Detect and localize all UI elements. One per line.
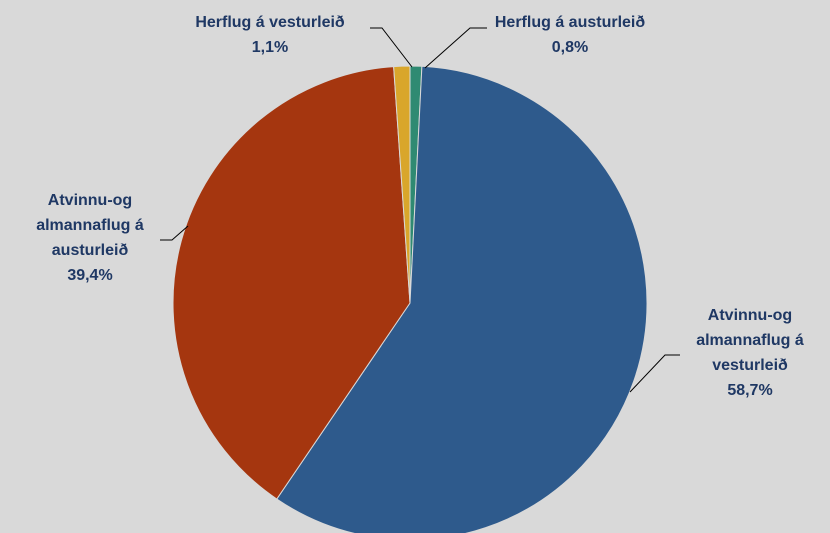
slice-name: Atvinnu-og almannaflug á austurleið [36, 192, 144, 259]
pie-slice [276, 65, 648, 533]
slice-label: Atvinnu-og almannaflug á austurleið 39,4% [5, 188, 175, 288]
slice-value: 0,8% [551, 39, 589, 56]
leader-line [370, 27, 413, 68]
slice-name: Atvinnu-og almannaflug á vesturleið [696, 307, 804, 374]
slice-label: Atvinnu-og almannaflug á vesturleið 58,7% [665, 303, 830, 403]
leader-line [629, 354, 680, 393]
slice-label: Herflug á vesturleið 1,1% [160, 10, 380, 60]
leader-line [424, 27, 487, 69]
pie-slice [393, 65, 411, 304]
slice-value: 58,7% [727, 382, 773, 399]
slice-value: 39,4% [67, 267, 113, 284]
slice-value: 1,1% [251, 39, 289, 56]
pie-slice [172, 66, 411, 500]
leader-line [160, 225, 189, 241]
slice-label: Herflug á austurleið 0,8% [480, 10, 660, 60]
slice-name: Herflug á vesturleið [195, 14, 345, 31]
slice-name: Herflug á austurleið [494, 14, 646, 31]
